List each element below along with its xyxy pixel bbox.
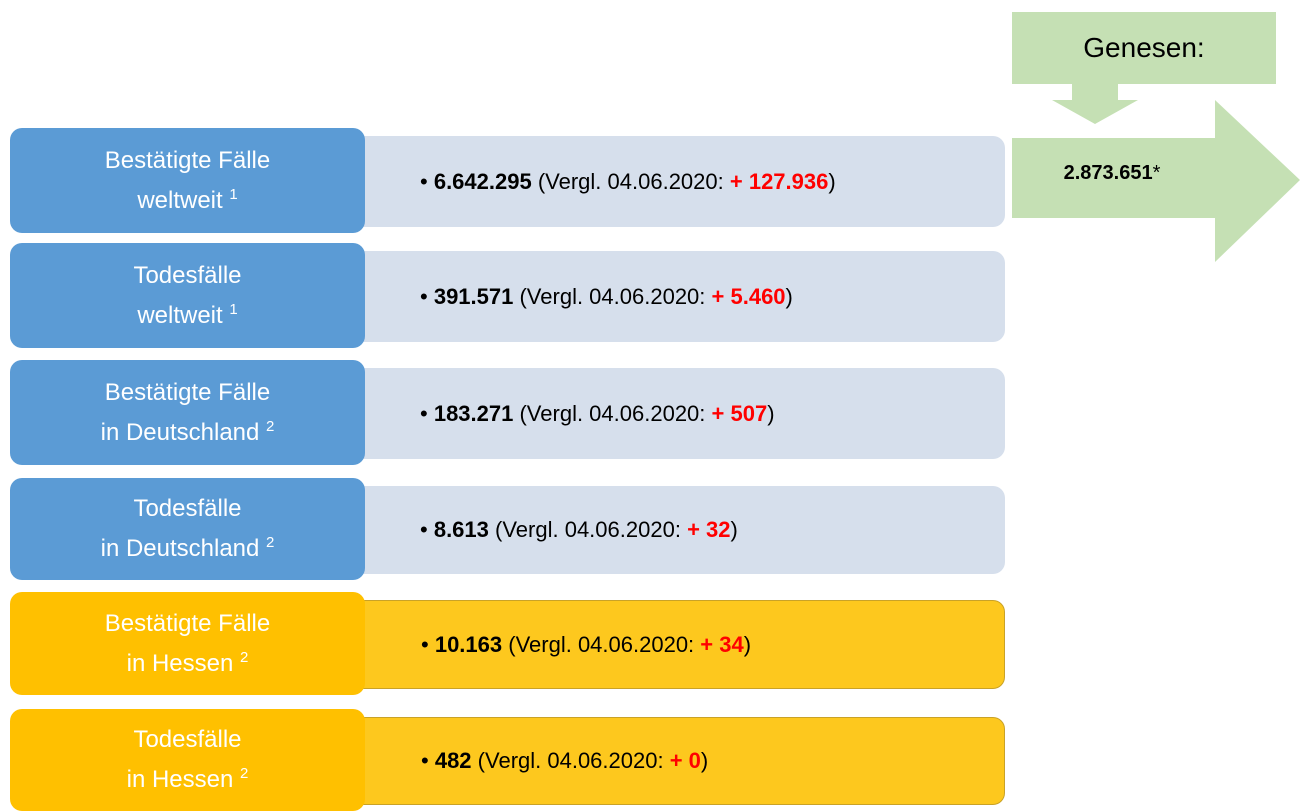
delta: + 34 xyxy=(700,631,744,657)
right-arrow xyxy=(1012,100,1300,262)
close: ) xyxy=(743,631,752,657)
row-label: Bestätigte Fälle in Hessen 2 xyxy=(10,592,365,695)
row-label: Todesfälle in Deutschland 2 xyxy=(10,478,365,580)
comparison: (Vergl. 04.06.2020: xyxy=(519,400,706,426)
delta: + 507 xyxy=(711,400,768,426)
genesen-value: 2.873.651* xyxy=(1012,162,1212,185)
delta: + 127.936 xyxy=(729,168,829,194)
label-line: Bestätigte Fälle xyxy=(104,609,271,637)
close: ) xyxy=(767,400,775,426)
value-item: 8.613 (Vergl. 04.06.2020: + 32) xyxy=(420,517,738,543)
value-item: 482 (Vergl. 04.06.2020: + 0) xyxy=(421,748,708,774)
comparison: (Vergl. 04.06.2020: xyxy=(508,631,695,657)
close: ) xyxy=(700,748,709,773)
genesen-number: 2.873.651 xyxy=(1063,162,1153,184)
close: ) xyxy=(828,168,836,194)
label-text: weltweit xyxy=(137,186,223,214)
label-text: in Deutschland xyxy=(100,535,260,562)
value: 10.163 xyxy=(434,631,503,657)
label-text: in Deutschland xyxy=(100,418,260,446)
label-line: in Deutschland 2 xyxy=(10,529,365,569)
label-line: Todesfälle xyxy=(133,261,242,289)
label-line: in Hessen 2 xyxy=(10,760,365,800)
value: 391.571 xyxy=(433,283,514,309)
value-item: 6.642.295 (Vergl. 04.06.2020: + 127.936) xyxy=(420,169,836,195)
label-line: weltweit 1 xyxy=(10,296,365,336)
genesen-title: Genesen: xyxy=(1012,12,1276,84)
value-list: 391.571 (Vergl. 04.06.2020: + 5.460) xyxy=(420,284,793,310)
row-value: 183.271 (Vergl. 04.06.2020: + 507) xyxy=(350,368,1005,459)
comparison: (Vergl. 04.06.2020: xyxy=(537,168,724,194)
label-text: weltweit xyxy=(137,301,223,329)
row-value: 10.163 (Vergl. 04.06.2020: + 34) xyxy=(350,600,1005,689)
label-line: Bestätigte Fälle xyxy=(104,378,271,406)
footnote: 1 xyxy=(229,300,238,318)
value: 8.613 xyxy=(433,517,489,542)
row-label: Bestätigte Fälle weltweit 1 xyxy=(10,128,365,233)
down-arrow xyxy=(1052,84,1138,124)
value-list: 6.642.295 (Vergl. 04.06.2020: + 127.936) xyxy=(420,169,836,195)
genesen-note: * xyxy=(1152,162,1161,184)
row-label: Todesfälle in Hessen 2 xyxy=(10,709,365,811)
value-list: 10.163 (Vergl. 04.06.2020: + 34) xyxy=(421,632,751,658)
value-item: 183.271 (Vergl. 04.06.2020: + 507) xyxy=(420,401,775,427)
label-line: in Deutschland 2 xyxy=(10,413,365,453)
value-item: 391.571 (Vergl. 04.06.2020: + 5.460) xyxy=(420,284,793,310)
row-value: 482 (Vergl. 04.06.2020: + 0) xyxy=(350,717,1005,805)
label-line: Todesfälle xyxy=(133,495,242,522)
comparison: (Vergl. 04.06.2020: xyxy=(495,517,681,542)
value-list: 8.613 (Vergl. 04.06.2020: + 32) xyxy=(420,517,738,543)
value-list: 482 (Vergl. 04.06.2020: + 0) xyxy=(421,748,708,774)
row-label: Bestätigte Fälle in Deutschland 2 xyxy=(10,360,365,465)
row-value: 8.613 (Vergl. 04.06.2020: + 32) xyxy=(350,486,1005,574)
footnote: 2 xyxy=(266,534,275,551)
row-value: 391.571 (Vergl. 04.06.2020: + 5.460) xyxy=(350,251,1005,342)
comparison: (Vergl. 04.06.2020: xyxy=(519,283,706,309)
label-line: in Hessen 2 xyxy=(10,644,365,684)
value-item: 10.163 (Vergl. 04.06.2020: + 34) xyxy=(421,632,751,658)
label-line: weltweit 1 xyxy=(10,181,365,221)
value-list: 183.271 (Vergl. 04.06.2020: + 507) xyxy=(420,401,775,427)
label-text: in Hessen xyxy=(126,649,234,677)
delta: + 32 xyxy=(687,517,731,542)
value: 482 xyxy=(434,748,472,773)
footnote: 2 xyxy=(266,417,275,435)
label-line: Bestätigte Fälle xyxy=(104,146,271,174)
delta: + 0 xyxy=(669,748,701,773)
close: ) xyxy=(785,283,793,309)
comparison: (Vergl. 04.06.2020: xyxy=(477,748,664,773)
row-value: 6.642.295 (Vergl. 04.06.2020: + 127.936) xyxy=(350,136,1005,227)
label-line: Todesfälle xyxy=(133,726,242,753)
footnote: 2 xyxy=(240,648,249,666)
label-text: in Hessen xyxy=(126,766,234,793)
value: 183.271 xyxy=(433,400,514,426)
row-label: Todesfälle weltweit 1 xyxy=(10,243,365,348)
footnote: 1 xyxy=(229,185,238,203)
close: ) xyxy=(730,517,738,542)
value: 6.642.295 xyxy=(433,168,532,194)
footnote: 2 xyxy=(240,765,249,782)
delta: + 5.460 xyxy=(711,283,786,309)
